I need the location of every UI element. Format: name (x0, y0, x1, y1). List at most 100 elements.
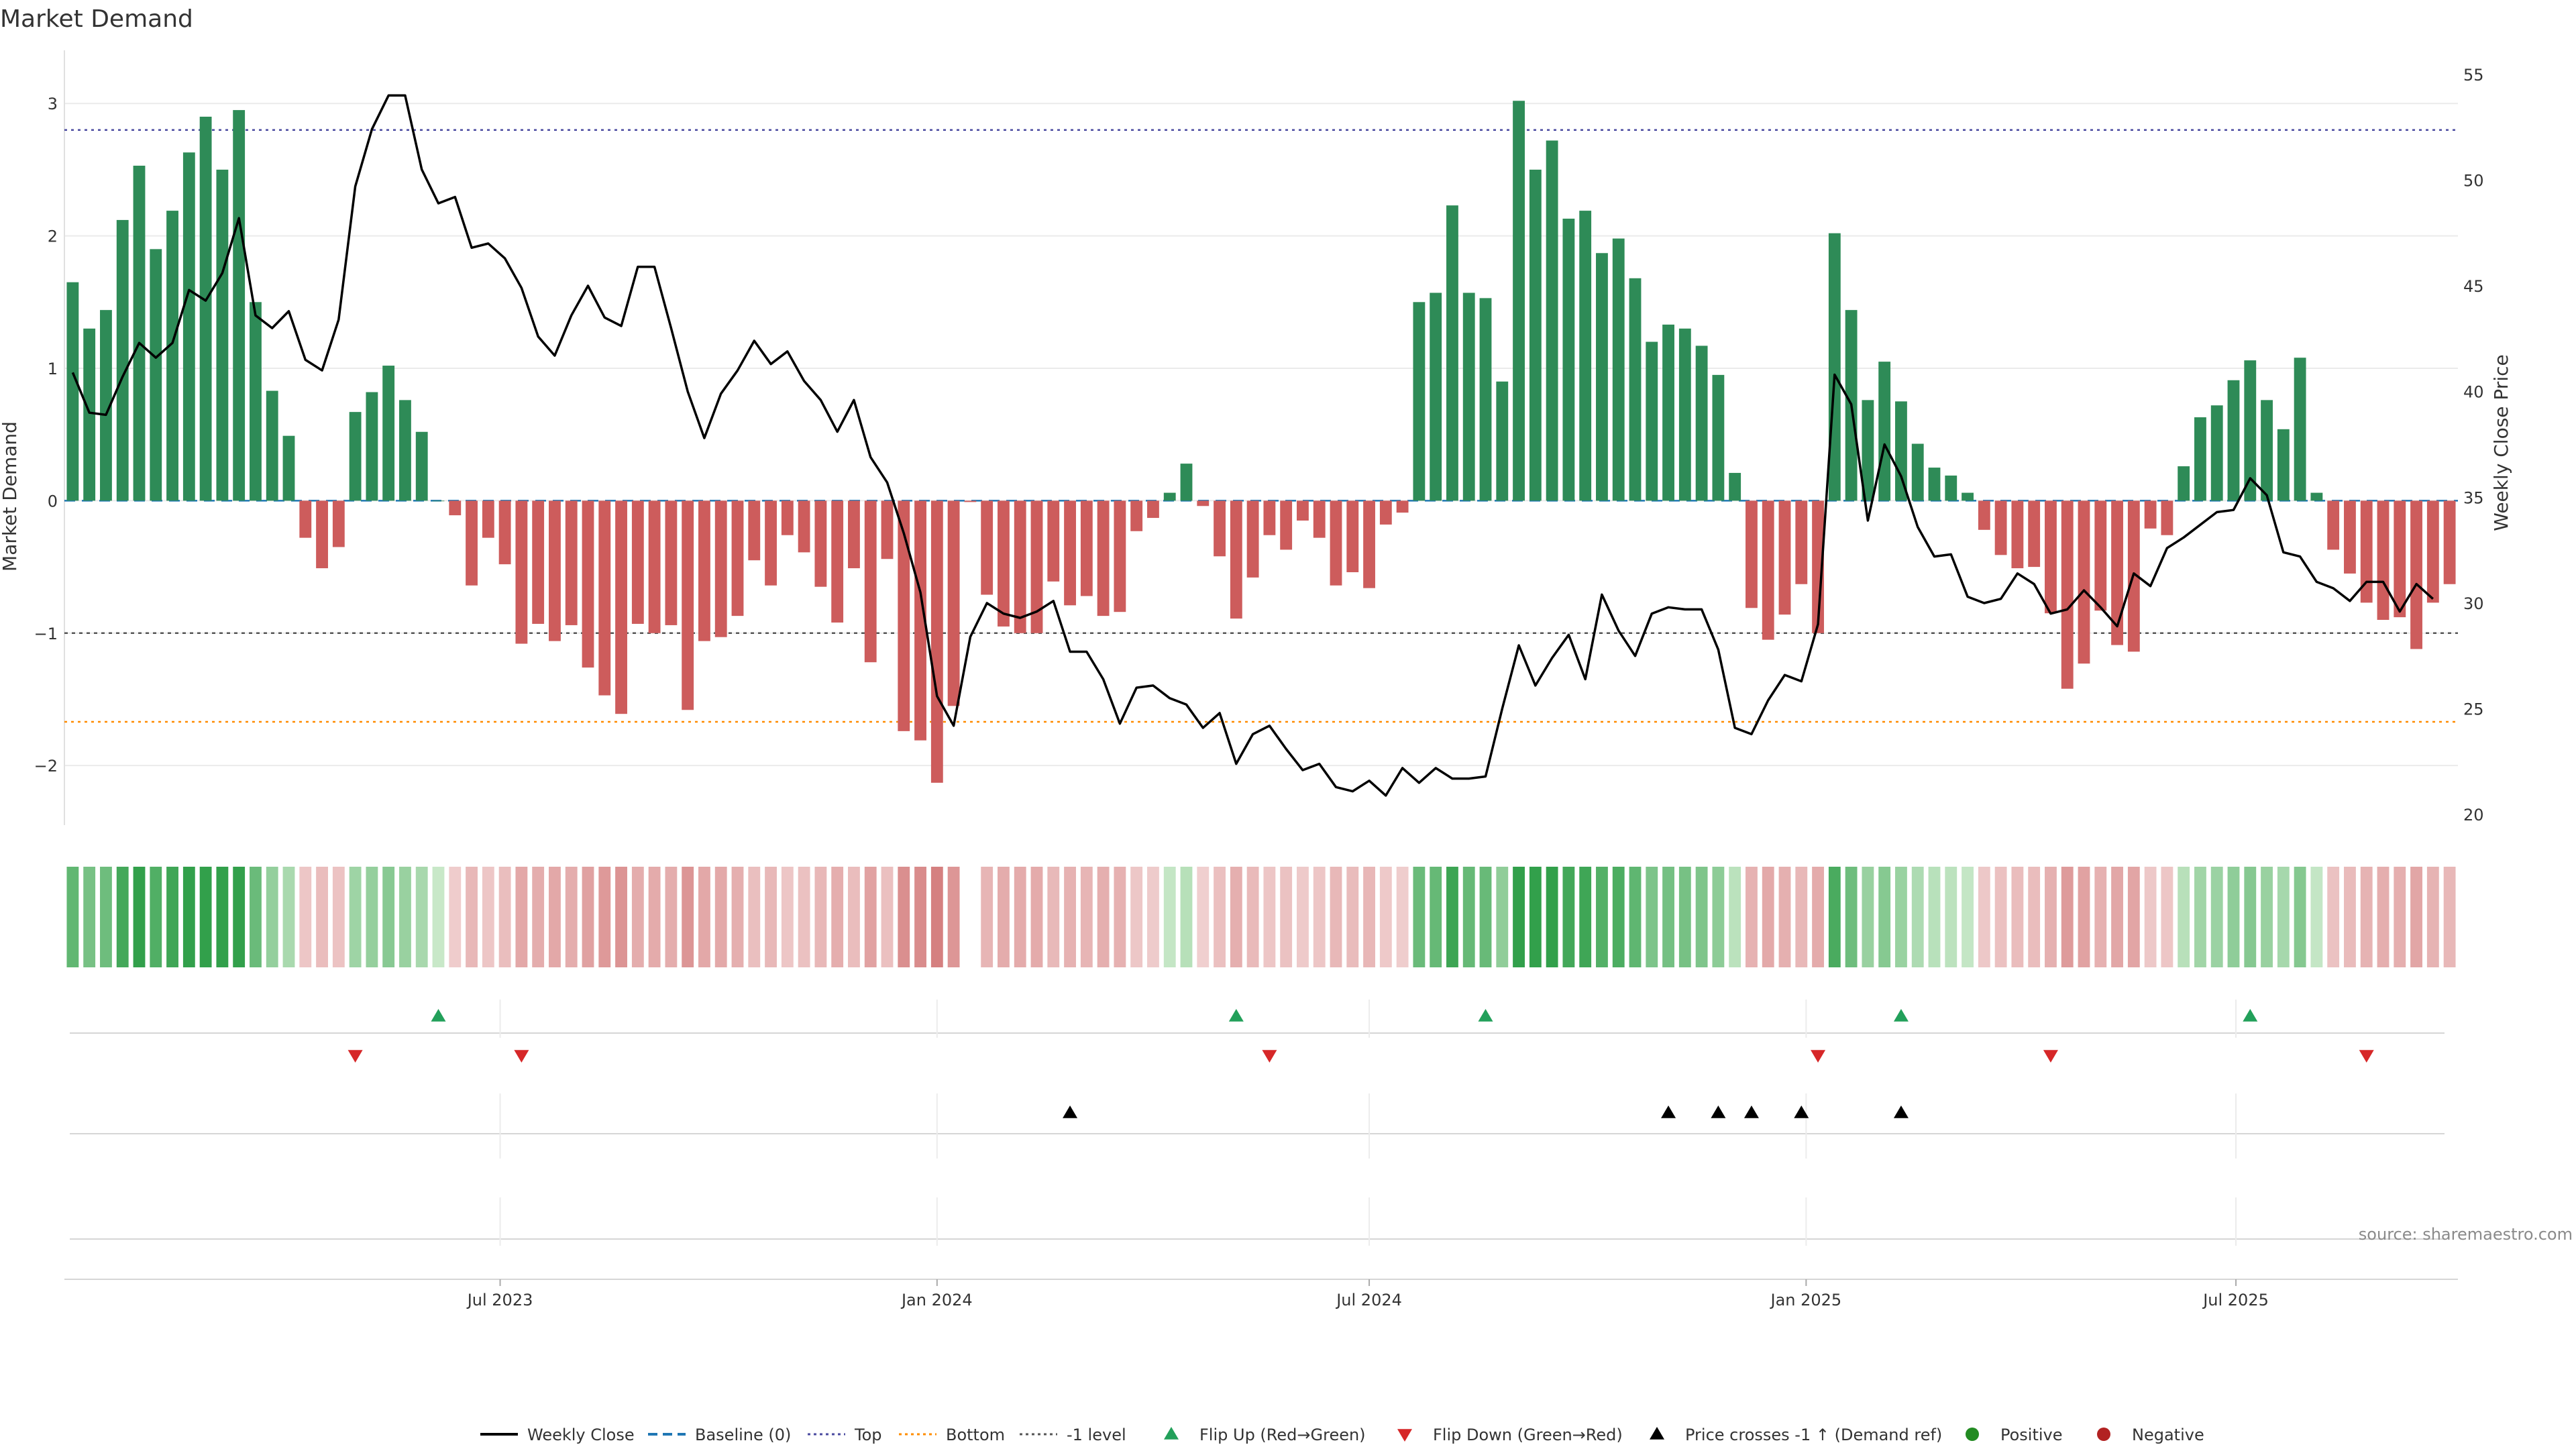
ribbon-cell (864, 867, 877, 967)
demand-bar (116, 219, 129, 501)
ribbon-cell (1546, 867, 1558, 967)
ribbon-cell (2194, 867, 2206, 967)
demand-bar (1163, 492, 1176, 501)
ribbon-cell (1462, 867, 1475, 967)
demand-bar (1462, 292, 1475, 501)
demand-bar (1263, 500, 1276, 535)
demand-bar (399, 400, 411, 501)
ribbon-cell (881, 867, 894, 967)
ribbon-cell (2244, 867, 2257, 967)
demand-bar (2377, 500, 2390, 621)
y-tick-label: 1 (48, 360, 58, 378)
demand-bar (1612, 238, 1625, 501)
flip-up-marker (2243, 1009, 2258, 1022)
ribbon-cell (1778, 867, 1791, 967)
ribbon-cell (399, 867, 411, 967)
legend-swatch-positive_dot (1966, 1428, 1979, 1441)
legend-label: Baseline (0) (695, 1426, 791, 1444)
ribbon-cell (1513, 867, 1525, 967)
ribbon-cell (798, 867, 810, 967)
legend-label: Flip Down (Green→Red) (1433, 1426, 1623, 1444)
demand-bar (1230, 500, 1242, 619)
demand-bar (349, 412, 362, 501)
demand-bar (831, 500, 844, 623)
flip-down-marker (347, 1050, 363, 1063)
demand-bar (1529, 169, 1542, 501)
y-axis-label: Market Demand (0, 421, 21, 572)
ribbon-cell (2161, 867, 2174, 967)
demand-bar (83, 328, 96, 501)
ribbon-cell (1812, 867, 1824, 967)
demand-bar (1746, 500, 1758, 608)
ribbon-cell (1246, 867, 1259, 967)
ribbon-cell (1496, 867, 1509, 967)
ribbon-cell (2028, 867, 2041, 967)
ribbon-cell (1014, 867, 1026, 967)
demand-bar (714, 500, 727, 637)
demand-bar (1546, 140, 1558, 501)
ribbon-cell (914, 867, 926, 967)
ribbon-cell (848, 867, 860, 967)
demand-bar (2310, 492, 2323, 501)
ribbon-cell (1878, 867, 1891, 967)
demand-bar (748, 500, 761, 561)
demand-bar (1778, 500, 1791, 615)
flip-down-marker (1262, 1050, 1277, 1063)
reference-lines (64, 129, 2458, 723)
ribbon-cell (1130, 867, 1143, 967)
x-tick-label: Jul 2023 (466, 1291, 533, 1309)
demand-bar (2244, 360, 2257, 501)
demand-bar (1762, 500, 1774, 640)
demand-bar (100, 310, 112, 501)
demand-bar (532, 500, 545, 624)
flip-up-marker (1893, 1009, 1909, 1022)
legend-label: Negative (2132, 1426, 2204, 1444)
ribbon-cell (1047, 867, 1060, 967)
demand-bar (1430, 292, 1442, 501)
legend-label: Bottom (946, 1426, 1005, 1444)
demand-bar (2011, 500, 2024, 569)
demand-bar (981, 500, 994, 595)
demand-bar (166, 211, 178, 501)
demand-bar (1379, 500, 1392, 525)
ribbon-cell (1596, 867, 1608, 967)
ribbon-cell (981, 867, 994, 967)
demand-bar (1862, 400, 1874, 501)
demand-bar (2194, 417, 2206, 501)
ribbon-cell (1646, 867, 1658, 967)
ribbon-cell (1712, 867, 1725, 967)
ribbon-cell (1862, 867, 1874, 967)
flip-up-marker (1478, 1009, 1493, 1022)
ribbon-cell (582, 867, 594, 967)
demand-bar (1911, 443, 1924, 501)
demand-bar (1413, 302, 1426, 501)
demand-bar (1396, 500, 1409, 513)
ribbon-cell (2426, 867, 2439, 967)
demand-bar (648, 500, 661, 633)
demand-bar (2045, 500, 2057, 614)
demand-bar (898, 500, 910, 731)
ribbon-cell (1845, 867, 1858, 967)
demand-bar (332, 500, 345, 547)
demand-bar (930, 500, 943, 783)
demand-bar (316, 500, 328, 569)
ribbon-cell (199, 867, 212, 967)
ribbon-cell (2344, 867, 2356, 967)
ribbon-cell (1379, 867, 1392, 967)
legend: Weekly Close Baseline (0) Top Bottom -1 leve… (480, 1426, 2204, 1444)
y2-tick-label: 30 (2463, 594, 2484, 613)
y2-axis-label: Weekly Close Price (2490, 354, 2512, 531)
demand-bar (432, 500, 445, 502)
demand-bar (1147, 500, 1159, 519)
legend-label: Price crosses -1 ↑ (Demand ref) (1685, 1426, 1942, 1444)
ribbon-cell (332, 867, 345, 967)
ribbon-cell (947, 867, 960, 967)
y-tick-label: 0 (48, 492, 58, 511)
demand-bar (133, 165, 146, 501)
y2-tick-label: 40 (2463, 383, 2484, 402)
legend-swatch-negative_dot (2097, 1428, 2110, 1441)
ribbon-cell (2360, 867, 2373, 967)
chart-title: Market Demand (0, 5, 193, 33)
demand-bar (1197, 500, 1210, 506)
